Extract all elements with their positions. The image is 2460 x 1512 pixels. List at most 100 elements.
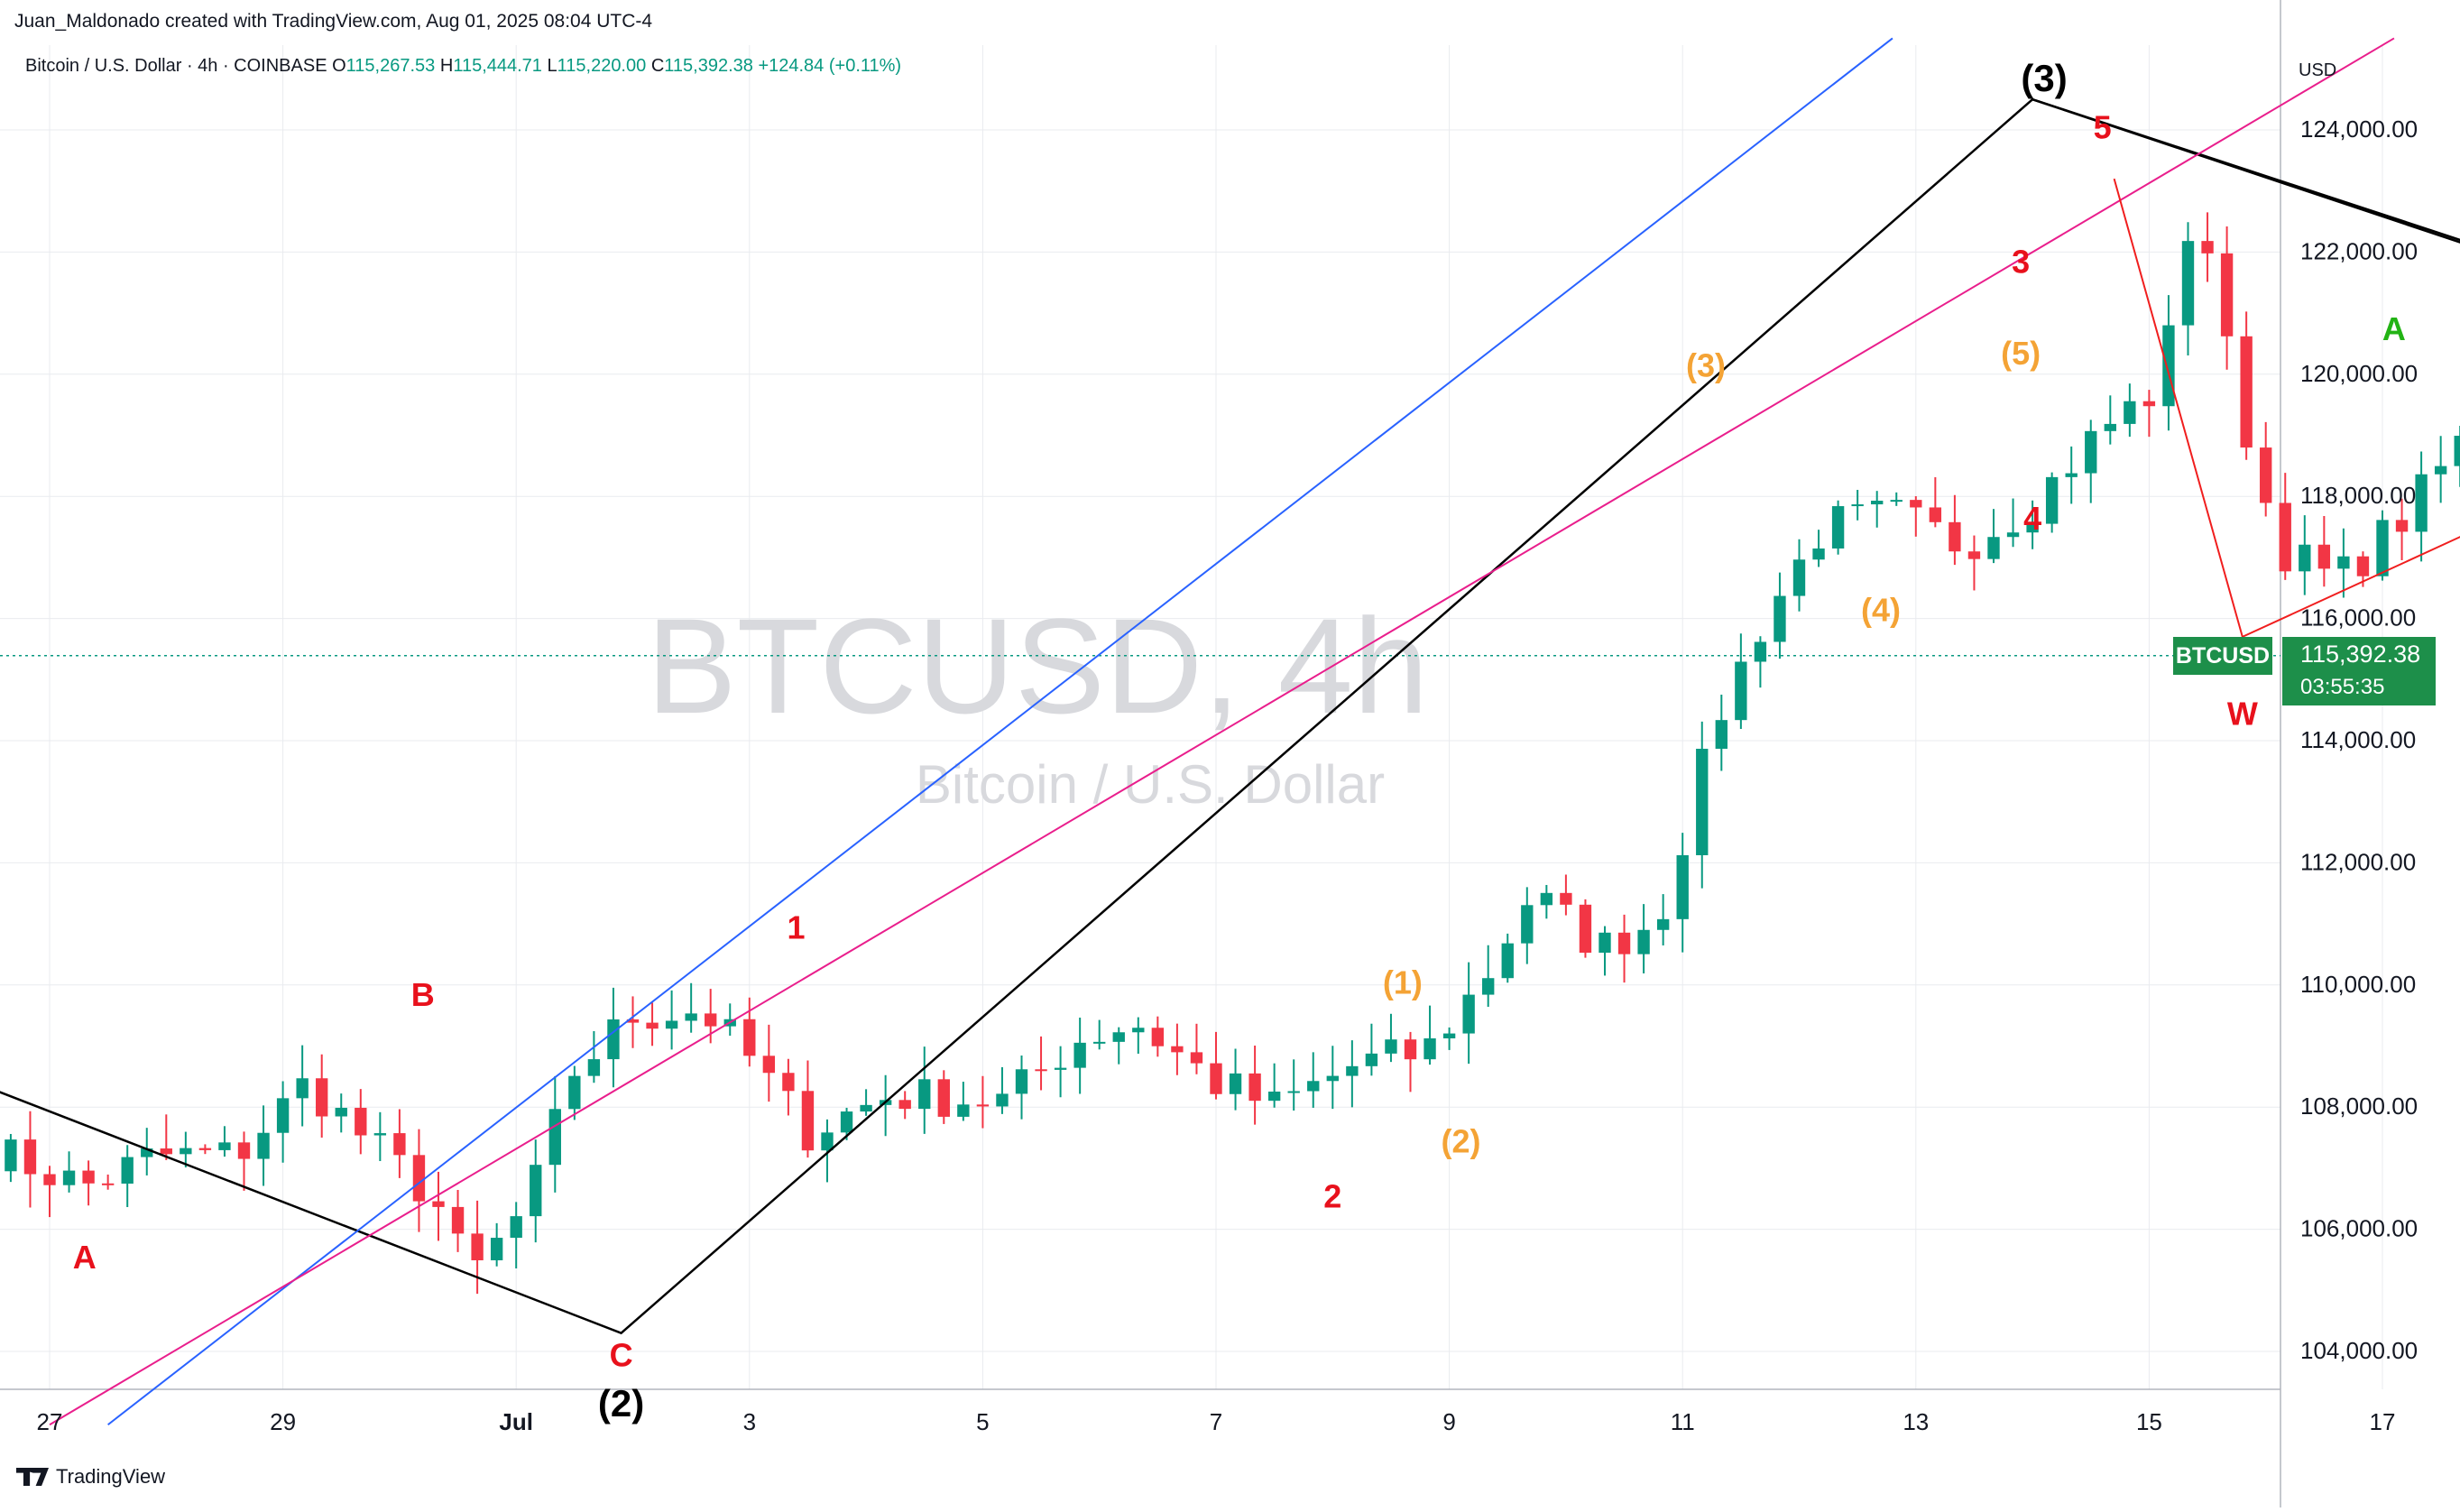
candle-body — [1967, 551, 1981, 559]
candle-body — [355, 1107, 367, 1136]
wave-label: 2 — [1323, 1177, 1341, 1214]
last-price: 115,392.38 — [2300, 641, 2421, 668]
candle-body — [646, 1022, 659, 1029]
candle-body — [665, 1020, 678, 1029]
x-tick-label: 15 — [2136, 1408, 2162, 1435]
candle-body — [82, 1170, 95, 1184]
y-tick-label: 106,000.00 — [2300, 1215, 2418, 1242]
candle-body — [705, 1013, 717, 1027]
candle-body — [1521, 905, 1534, 944]
candle-body — [1501, 943, 1514, 979]
candle-body — [1890, 500, 1903, 502]
candle-body — [412, 1155, 426, 1202]
candle-body — [1949, 521, 1961, 552]
candle-body — [1015, 1069, 1028, 1094]
candle-body — [1287, 1091, 1300, 1093]
candle-body — [1054, 1067, 1067, 1070]
candle-body — [821, 1132, 834, 1151]
candle-body — [2279, 502, 2291, 572]
candle-body — [23, 1139, 37, 1175]
bar-countdown: 03:55:35 — [2300, 675, 2385, 699]
candle-body — [5, 1139, 17, 1172]
wave-label: 3 — [2012, 243, 2030, 280]
candle-body — [762, 1056, 776, 1074]
candle-body — [1831, 506, 1845, 549]
candle-body — [2337, 556, 2350, 569]
candle-body — [1462, 994, 1475, 1034]
candle-body — [1035, 1069, 1047, 1072]
candle-body — [296, 1078, 309, 1099]
candle-body — [1423, 1037, 1436, 1060]
candle-body — [510, 1216, 522, 1239]
candle-body — [1365, 1053, 1378, 1066]
candle-body — [1385, 1039, 1397, 1054]
y-tick-label: 120,000.00 — [2300, 360, 2418, 387]
candle-body — [1851, 504, 1864, 507]
y-tick-label: 114,000.00 — [2300, 726, 2416, 753]
candle-body — [2181, 241, 2195, 326]
candle-body — [1404, 1039, 1417, 1060]
y-tick-label: 118,000.00 — [2300, 482, 2416, 509]
candle-body — [2395, 520, 2409, 532]
candle-body — [1987, 537, 2000, 559]
y-tick-label: 104,000.00 — [2300, 1337, 2418, 1364]
candle-body — [1656, 918, 1670, 930]
candle-body — [782, 1073, 795, 1092]
candle-body — [1910, 500, 1922, 508]
candle-body — [180, 1148, 192, 1155]
last-price-box: 115,392.38 03:55:35 — [2282, 637, 2436, 705]
candle-body — [918, 1079, 931, 1110]
candle-body — [1792, 559, 1806, 596]
wave-line-magenta — [49, 37, 2395, 1426]
low-label: L — [547, 56, 557, 76]
wave-label: (3) — [2021, 57, 2067, 99]
y-tick-label: 110,000.00 — [2300, 971, 2416, 998]
candle-body — [626, 1019, 640, 1023]
candle-body — [1132, 1028, 1145, 1033]
candle-body — [471, 1233, 484, 1260]
wave-label: (2) — [598, 1382, 644, 1424]
y-tick-label: 108,000.00 — [2300, 1093, 2418, 1120]
x-tick-label: 29 — [270, 1408, 296, 1435]
candle-body — [160, 1148, 172, 1155]
candle-body — [1112, 1032, 1125, 1042]
candle-body — [1560, 892, 1572, 905]
x-tick-label: 9 — [1442, 1408, 1455, 1435]
wave-label: 1 — [788, 908, 806, 945]
close-value: 115,392.38 — [664, 56, 753, 76]
candle-body — [1267, 1091, 1281, 1102]
candle-body — [432, 1201, 445, 1207]
candle-body — [2415, 474, 2428, 532]
candle-body — [1715, 720, 1728, 749]
candle-body — [1676, 854, 1689, 919]
candle-body — [1929, 507, 1942, 522]
candle-body — [490, 1238, 503, 1260]
candle-body — [2260, 447, 2272, 503]
x-tick-label: 5 — [976, 1408, 989, 1435]
candle-body — [393, 1133, 406, 1156]
wave-line-blue — [107, 37, 1893, 1426]
candle-body — [2434, 466, 2447, 475]
candle-body — [2026, 523, 2039, 533]
candle-body — [2317, 544, 2331, 569]
candle-body — [743, 1019, 756, 1056]
candle-body — [198, 1148, 212, 1150]
candle-body — [2220, 253, 2234, 337]
candle-body — [1307, 1081, 1320, 1092]
tradingview-logo[interactable]: TradingView — [16, 1465, 165, 1489]
candle-body — [1210, 1063, 1222, 1094]
open-value: 115,267.53 — [346, 56, 436, 76]
candle-body — [1346, 1065, 1359, 1076]
candle-body — [276, 1098, 290, 1133]
candle-body — [548, 1109, 561, 1166]
candle-body — [1442, 1033, 1456, 1038]
candle-body — [1774, 595, 1786, 642]
tradingview-logo-icon — [16, 1468, 49, 1486]
low-value: 115,220.00 — [557, 56, 647, 76]
candle-body — [996, 1093, 1009, 1107]
candle-body — [2201, 241, 2214, 254]
x-tick-label: Jul — [499, 1408, 533, 1435]
price-axis-currency: USD — [2299, 60, 2336, 80]
